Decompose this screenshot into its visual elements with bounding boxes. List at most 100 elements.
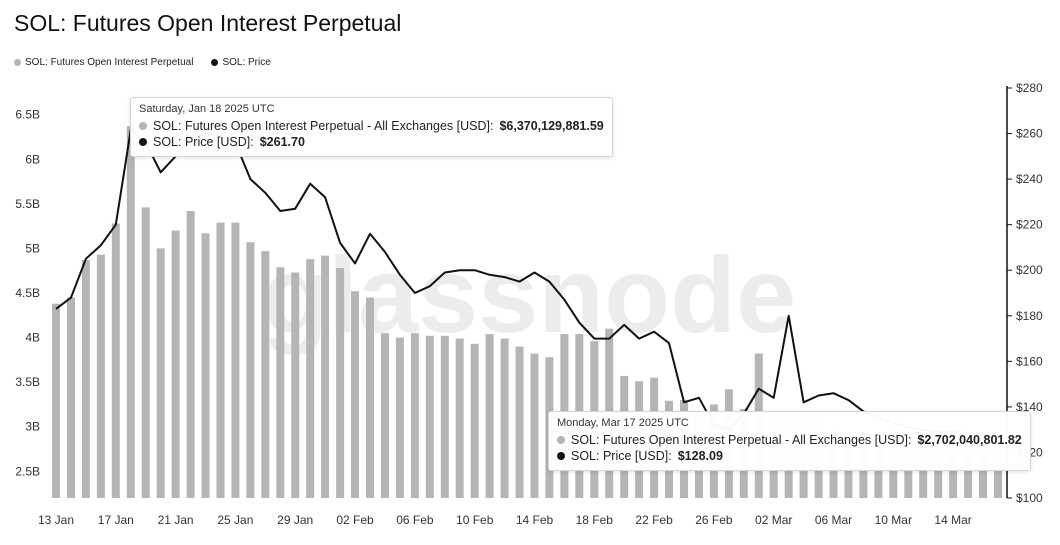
- legend-dot-open-interest: [14, 59, 21, 66]
- oi-bar: [96, 254, 105, 498]
- oi-bar: [336, 268, 345, 498]
- chart-title: SOL: Futures Open Interest Perpetual: [14, 10, 402, 36]
- oi-bar: [455, 338, 464, 498]
- oi-bar: [889, 444, 898, 498]
- tooltip-price-value: $128.09: [677, 449, 723, 463]
- legend-label-price: SOL: Price: [222, 57, 271, 68]
- left-axis-tick-label: 4.5B: [15, 286, 40, 300]
- left-axis-tick-label: 4B: [25, 331, 40, 345]
- tooltip-oi-value: $2,702,040,801.82: [917, 433, 1022, 447]
- oi-bar: [964, 452, 973, 498]
- oi-bar: [111, 223, 120, 498]
- tooltip-dot-open-interest: [557, 436, 565, 444]
- right-axis-tick-label: $100: [1016, 491, 1043, 505]
- oi-bar: [186, 211, 195, 498]
- oi-bar: [156, 248, 165, 498]
- left-axis-tick-label: 6.5B: [15, 108, 40, 122]
- oi-bar: [171, 230, 180, 498]
- oi-bar: [321, 255, 330, 498]
- oi-bar: [231, 222, 240, 498]
- x-axis-tick-label: 14 Mar: [934, 513, 971, 527]
- oi-bar: [425, 335, 434, 498]
- oi-bar: [440, 335, 449, 498]
- oi-bar: [410, 333, 419, 498]
- oi-bar: [276, 267, 285, 498]
- x-axis-tick-label: 21 Jan: [158, 513, 194, 527]
- oi-bar: [919, 448, 928, 498]
- tooltip-mar-17: Monday, Mar 17 2025 UTC SOL: Futures Ope…: [548, 411, 1031, 471]
- left-axis-tick-label: 6B: [25, 152, 40, 166]
- x-axis-tick-label: 13 Jan: [38, 513, 74, 527]
- oi-bar: [994, 453, 1002, 498]
- left-axis-tick-label: 5B: [25, 241, 40, 255]
- oi-bar: [126, 126, 135, 499]
- tooltip-oi-label: SOL: Futures Open Interest Perpetual - A…: [153, 119, 494, 133]
- oi-bar: [470, 343, 479, 498]
- oi-bar: [949, 451, 958, 498]
- oi-bar: [351, 291, 359, 498]
- oi-bar: [216, 222, 225, 498]
- x-axis-tick-label: 22 Feb: [635, 513, 673, 527]
- tooltip-date: Saturday, Jan 18 2025 UTC: [139, 103, 275, 115]
- tooltip-price-label: SOL: Price [USD]:: [153, 135, 254, 149]
- legend-item-price[interactable]: SOL: Price: [211, 57, 271, 68]
- oi-bar: [366, 297, 374, 498]
- legend: SOL: Futures Open Interest Perpetual SOL…: [14, 57, 271, 68]
- right-axis-tick-label: $140: [1016, 400, 1043, 414]
- oi-bar: [979, 453, 987, 498]
- oi-bar: [67, 297, 75, 498]
- left-axis-tick-label: 3.5B: [15, 375, 40, 389]
- oi-bar: [395, 337, 404, 498]
- tooltip-row-price: SOL: Price [USD]: $261.70: [139, 134, 604, 150]
- tooltip-dot-price: [557, 452, 565, 460]
- oi-bar: [81, 260, 90, 498]
- oi-bar: [485, 334, 494, 498]
- x-axis-tick-label: 29 Jan: [277, 513, 313, 527]
- left-axis-tick-label: 2.5B: [15, 464, 40, 478]
- legend-label-open-interest: SOL: Futures Open Interest Perpetual: [25, 57, 194, 68]
- right-axis-tick-label: $200: [1016, 263, 1043, 277]
- oi-bar: [52, 303, 60, 498]
- x-axis-tick-label: 02 Mar: [755, 513, 792, 527]
- x-axis-tick-label: 18 Feb: [576, 513, 614, 527]
- x-axis-tick-label: 17 Jan: [98, 513, 134, 527]
- x-axis-tick-label: 26 Feb: [695, 513, 733, 527]
- oi-bar: [381, 333, 389, 498]
- legend-item-open-interest[interactable]: SOL: Futures Open Interest Perpetual: [14, 57, 193, 68]
- tooltip-row-open-interest: SOL: Futures Open Interest Perpetual - A…: [557, 432, 1022, 448]
- x-axis-tick-label: 25 Jan: [217, 513, 253, 527]
- right-axis-tick-label: $220: [1016, 218, 1043, 232]
- x-axis-tick-label: 02 Feb: [336, 513, 374, 527]
- right-axis-tick-label: $280: [1016, 81, 1043, 95]
- right-axis-tick-label: $160: [1016, 354, 1043, 368]
- left-axis: 2.5B 3B 3.5B 4B 4.5B 5B 5.5B 6B 6.5B: [15, 108, 40, 479]
- oi-bar: [291, 272, 300, 498]
- x-axis-tick-label: 10 Feb: [456, 513, 494, 527]
- oi-bar: [904, 446, 913, 498]
- legend-dot-price: [211, 59, 219, 66]
- oi-bar: [261, 251, 270, 498]
- x-axis-tick-label: 14 Feb: [516, 513, 554, 527]
- x-axis-tick-label: 06 Feb: [396, 513, 434, 527]
- oi-bar: [515, 346, 524, 498]
- oi-bar: [530, 353, 539, 498]
- oi-bar: [500, 338, 509, 498]
- tooltip-dot-price: [139, 138, 147, 146]
- tooltip-oi-label: SOL: Futures Open Interest Perpetual - A…: [571, 433, 912, 447]
- tooltip-jan-18: Saturday, Jan 18 2025 UTC SOL: Futures O…: [130, 97, 613, 157]
- tooltip-row-open-interest: SOL: Futures Open Interest Perpetual - A…: [139, 118, 604, 134]
- x-axis-tick-label: 10 Mar: [875, 513, 912, 527]
- left-axis-tick-label: 5.5B: [15, 197, 40, 211]
- oi-bar: [201, 233, 210, 499]
- tooltip-price-value: $261.70: [259, 135, 305, 149]
- tooltip-dot-open-interest: [139, 122, 147, 130]
- oi-bar: [306, 259, 315, 498]
- tooltip-price-label: SOL: Price [USD]:: [571, 449, 672, 463]
- right-axis-tick-label: $240: [1016, 172, 1043, 186]
- oi-bar: [246, 242, 255, 498]
- tooltip-row-price: SOL: Price [USD]: $128.09: [557, 448, 1022, 464]
- tooltip-date: Monday, Mar 17 2025 UTC: [557, 417, 689, 429]
- oi-bar: [141, 207, 150, 498]
- tooltip-oi-value: $6,370,129,881.59: [499, 119, 604, 133]
- oi-bar: [934, 449, 943, 498]
